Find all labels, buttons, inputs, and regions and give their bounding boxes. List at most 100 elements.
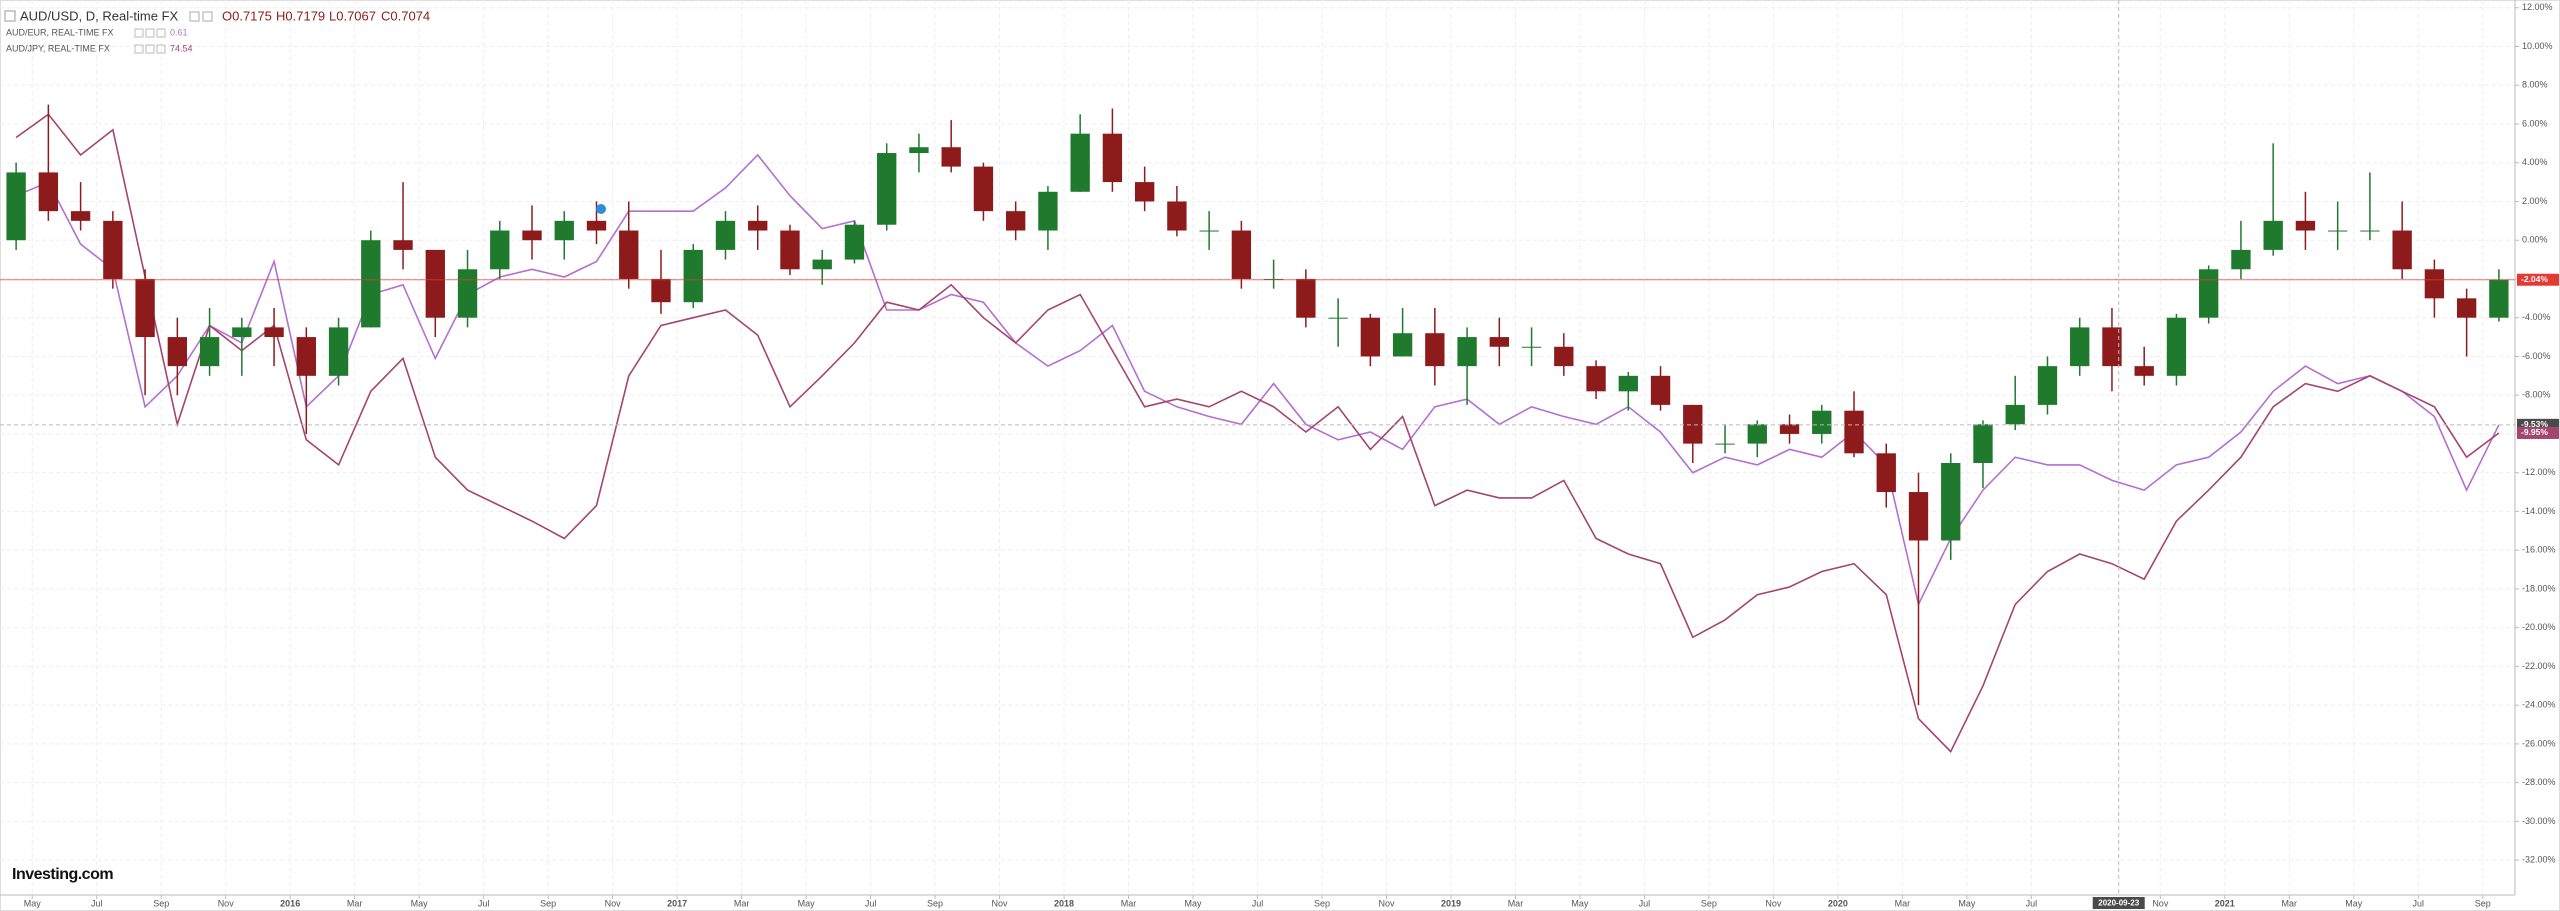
y-tick-label: -26.00% xyxy=(2522,738,2556,748)
y-tick-label: -22.00% xyxy=(2522,661,2556,671)
y-tick-label: -12.00% xyxy=(2522,467,2556,477)
legend-icon[interactable] xyxy=(134,28,144,38)
y-tick-label: -18.00% xyxy=(2522,583,2556,593)
x-tick-label: Mar xyxy=(1508,898,1524,908)
x-tick-label: Mar xyxy=(1121,898,1137,908)
legend-price: 74.54 xyxy=(170,43,193,53)
candle-body xyxy=(1167,201,1187,231)
x-tick-label: Jul xyxy=(2413,898,2425,908)
legend-icon[interactable] xyxy=(145,28,155,38)
quote-close: C0.7074 xyxy=(381,8,430,23)
x-tick-label: May xyxy=(1958,898,1976,908)
candle-body xyxy=(2102,327,2122,367)
candle-body xyxy=(1521,346,1542,348)
candle-body xyxy=(2295,220,2316,231)
candle-body xyxy=(1199,230,1219,232)
y-tick-label: 2.00% xyxy=(2522,196,2548,206)
last-value-label: -9.95% xyxy=(2521,427,2548,437)
candle-body xyxy=(1392,333,1413,357)
y-tick-label: -28.00% xyxy=(2522,777,2556,787)
x-tick-label: Mar xyxy=(347,898,363,908)
y-tick-label: 12.00% xyxy=(2522,2,2553,12)
y-tick-label: -30.00% xyxy=(2522,816,2556,826)
candle-body xyxy=(2360,230,2380,232)
candle-body xyxy=(1618,375,1638,392)
x-tick-label: Jul xyxy=(1252,898,1264,908)
candle-body xyxy=(780,230,800,270)
candle-body xyxy=(6,172,26,241)
x-tick-label: Nov xyxy=(605,898,622,908)
candle-body xyxy=(1070,133,1090,192)
x-tick-label: 2018 xyxy=(1054,898,1074,908)
y-tick-label: -4.00% xyxy=(2522,312,2551,322)
candle-body xyxy=(586,220,607,231)
candle-body xyxy=(38,172,59,212)
x-tick-label: Nov xyxy=(1765,898,1782,908)
candle-body xyxy=(1360,317,1381,357)
legend-icon[interactable] xyxy=(156,28,166,38)
candle-body xyxy=(1296,278,1316,318)
candle-body xyxy=(1715,443,1735,445)
series-line xyxy=(15,113,2500,753)
y-tick-label: -8.00% xyxy=(2522,390,2551,400)
x-tick-label: 2021 xyxy=(2215,898,2235,908)
x-tick-label: May xyxy=(411,898,429,908)
x-tick-label: Mar xyxy=(2282,898,2298,908)
candle-body xyxy=(70,211,91,221)
series-line xyxy=(15,153,2500,607)
logo: Investing.com xyxy=(12,866,113,883)
candle-body xyxy=(199,337,220,367)
close-icon[interactable] xyxy=(202,11,213,22)
x-tick-label: Sep xyxy=(1701,898,1717,908)
y-tick-label: 8.00% xyxy=(2522,80,2548,90)
candle-body xyxy=(973,166,994,212)
candle-body xyxy=(490,230,510,270)
candle-body xyxy=(1102,133,1123,183)
x-tick-label: Sep xyxy=(1314,898,1330,908)
candle-body xyxy=(232,327,252,338)
collapse-icon[interactable] xyxy=(4,10,16,22)
y-tick-label: 6.00% xyxy=(2522,118,2548,128)
candle-body xyxy=(393,240,413,250)
candle-body xyxy=(2424,269,2445,299)
legend-icon[interactable] xyxy=(134,44,144,54)
candle-body xyxy=(715,220,736,250)
grid xyxy=(0,0,2515,895)
x-tick-label: 2016 xyxy=(280,898,300,908)
last-value-label-box xyxy=(2517,273,2559,286)
x-tick-label: Nov xyxy=(1378,898,1395,908)
y-tick-label: -6.00% xyxy=(2522,351,2551,361)
settings-icon[interactable] xyxy=(189,11,200,22)
candle-body xyxy=(1779,424,1800,434)
candle-body xyxy=(296,337,316,376)
candle-body xyxy=(1006,211,1026,231)
x-tick-label: Nov xyxy=(218,898,235,908)
candle-body xyxy=(1554,346,1574,367)
last-value-label-box xyxy=(2517,426,2559,439)
candle-body xyxy=(1586,366,1606,392)
candle-body xyxy=(2231,249,2251,270)
x-tick-label: May xyxy=(798,898,816,908)
x-tick-label: 2019 xyxy=(1441,898,1461,908)
candle-body xyxy=(1908,492,1929,541)
candle-body xyxy=(103,220,123,279)
x-tick-label: Jul xyxy=(1639,898,1651,908)
y-tick-label: -24.00% xyxy=(2522,700,2556,710)
legend-icon[interactable] xyxy=(156,44,166,54)
legend-icon[interactable] xyxy=(145,44,155,54)
candle-body xyxy=(1489,337,1509,347)
candle-body xyxy=(651,278,671,303)
y-tick-label: -20.00% xyxy=(2522,622,2556,632)
axes: 12.00% 10.00% 8.00% 6.00% 4.00% 2.00% 0.00% -2.… xyxy=(24,2,2559,909)
candle-body xyxy=(328,327,349,376)
candle-body xyxy=(1650,375,1671,405)
legend-entry: AUD/JPY, REAL-TIME FX xyxy=(6,43,110,53)
x-tick-label: May xyxy=(2345,898,2363,908)
candle-body xyxy=(167,337,188,367)
event-marker[interactable] xyxy=(596,204,606,214)
x-tick-label: Sep xyxy=(153,898,169,908)
y-tick-label: -16.00% xyxy=(2522,545,2556,555)
candle-body xyxy=(1425,333,1445,367)
candle-body xyxy=(2166,317,2187,376)
